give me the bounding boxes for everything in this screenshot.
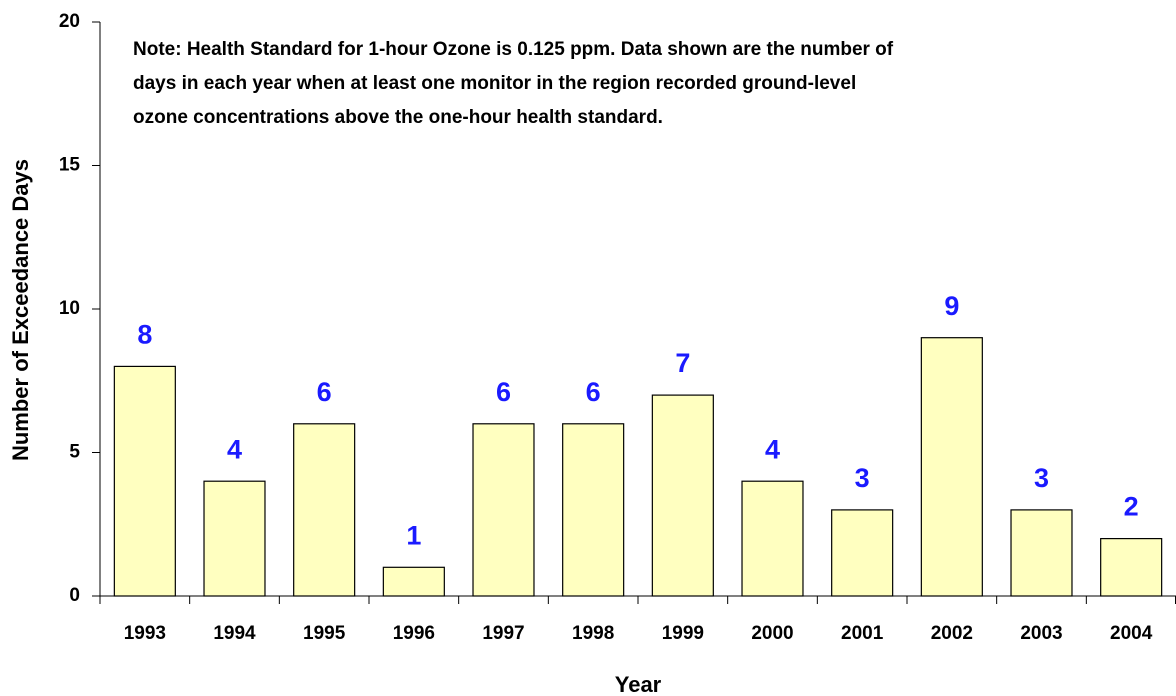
note: Note: Health Standard for 1-hour Ozone i…	[133, 39, 894, 60]
data-label: 8	[137, 320, 152, 350]
data-label: 6	[317, 377, 332, 407]
x-tick-label: 1994	[213, 623, 256, 644]
x-tick-label: 1995	[303, 623, 346, 644]
data-label: 3	[1034, 463, 1049, 493]
data-label: 2	[1124, 492, 1139, 522]
bar	[651, 394, 714, 597]
bar	[472, 423, 535, 597]
bar	[562, 423, 625, 597]
x-tick-label: 1993	[124, 623, 166, 644]
bar	[741, 480, 804, 597]
x-tick-label: 1998	[572, 623, 614, 644]
note: ozone concentrations above the one-hour …	[133, 107, 663, 128]
data-label: 7	[675, 348, 690, 378]
bar	[1010, 509, 1073, 597]
y-tick-label: 20	[59, 11, 80, 32]
data-label: 4	[765, 434, 780, 464]
data-label: 4	[227, 434, 242, 464]
x-tick-label: 2003	[1020, 623, 1062, 644]
data-label: 3	[855, 463, 870, 493]
x-tick-label: 1999	[662, 623, 704, 644]
data-label: 1	[406, 520, 421, 550]
bar	[113, 365, 176, 597]
bar	[203, 480, 266, 597]
bar	[920, 337, 983, 597]
bar	[293, 423, 356, 597]
note: days in each year when at least one moni…	[133, 73, 856, 94]
bar	[382, 566, 445, 597]
y-tick-label: 15	[59, 155, 81, 176]
x-tick-label: 2000	[751, 623, 793, 644]
data-label: 6	[496, 377, 511, 407]
x-tick-label: 2001	[841, 623, 884, 644]
data-label: 9	[944, 291, 959, 321]
bar	[831, 509, 894, 597]
bar	[1100, 537, 1163, 597]
x-tick-label: 1996	[393, 623, 435, 644]
y-tick-label: 5	[69, 442, 80, 463]
y-axis-label: Number of Exceedance Days	[8, 159, 33, 461]
y-tick-label: 10	[59, 298, 80, 319]
x-tick-label: 2002	[931, 623, 973, 644]
x-tick-label: 1997	[482, 623, 524, 644]
data-label: 6	[586, 377, 601, 407]
x-tick-label: 2004	[1110, 623, 1153, 644]
y-tick-label: 0	[69, 585, 80, 606]
x-axis-label: Year	[615, 672, 662, 696]
